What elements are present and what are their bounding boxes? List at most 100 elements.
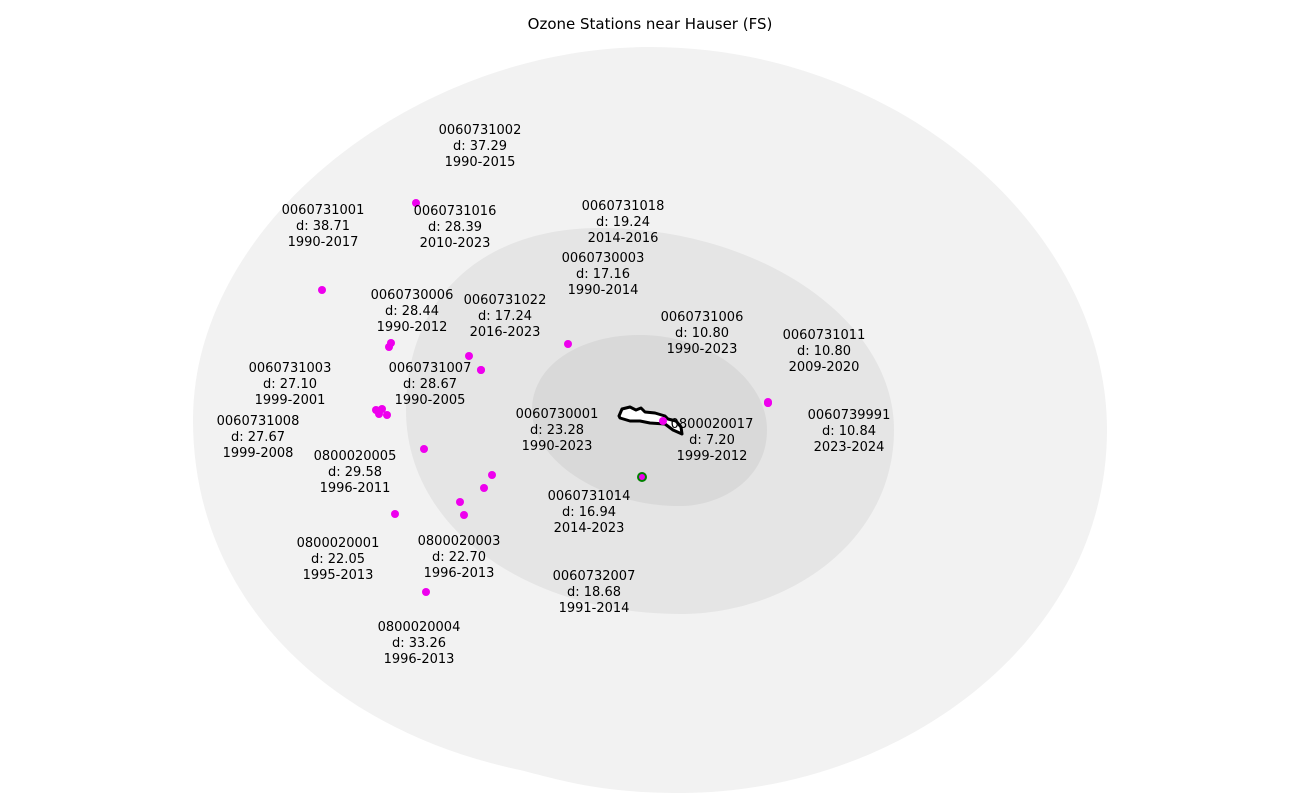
station-years: 2010-2023	[420, 236, 491, 251]
station-label: 0060731001 d: 38.71 1990-2017	[282, 203, 365, 250]
station-label: 0800020001 d: 22.05 1995-2013	[297, 536, 380, 583]
station-label: 0060731018 d: 19.24 2014-2016	[582, 199, 665, 246]
station-distance: d: 17.16	[576, 267, 630, 282]
station-label: 0060730001 d: 23.28 1990-2023	[516, 407, 599, 454]
station-marker	[318, 286, 326, 294]
station-distance: d: 19.24	[596, 215, 650, 230]
station-label: 0060731022 d: 17.24 2016-2023	[464, 293, 547, 340]
station-marker	[422, 588, 430, 596]
station-marker	[385, 343, 393, 351]
station-years: 1990-2012	[377, 320, 448, 335]
station-marker	[412, 199, 420, 207]
station-label: 0060731003 d: 27.10 1999-2001	[249, 361, 332, 408]
station-marker	[480, 484, 488, 492]
station-years: 2014-2016	[588, 231, 659, 246]
station-distance: d: 37.29	[453, 139, 507, 154]
station-label: 0060732007 d: 18.68 1991-2014	[553, 569, 636, 616]
station-marker	[477, 366, 485, 374]
station-label: 0800020004 d: 33.26 1996-2013	[378, 620, 461, 667]
station-label: 0060739991 d: 10.84 2023-2024	[808, 408, 891, 455]
station-marker	[637, 472, 647, 482]
station-id: 0800020004	[378, 620, 461, 635]
station-id: 0060731011	[783, 328, 866, 343]
station-id: 0060731008	[217, 414, 300, 429]
station-id: 0060731003	[249, 361, 332, 376]
station-distance: d: 27.10	[263, 377, 317, 392]
station-marker	[391, 510, 399, 518]
station-marker	[383, 411, 391, 419]
station-years: 1999-2001	[255, 393, 326, 408]
station-marker	[456, 498, 464, 506]
station-years: 1999-2008	[223, 446, 294, 461]
station-id: 0800020003	[418, 534, 501, 549]
hauser-boundary	[617, 405, 684, 436]
station-id: 0060731007	[389, 361, 472, 376]
station-id: 0060731016	[414, 204, 497, 219]
station-distance: d: 10.80	[797, 344, 851, 359]
station-id: 0060731018	[582, 199, 665, 214]
station-label: 0800020003 d: 22.70 1996-2013	[418, 534, 501, 581]
station-distance: d: 7.20	[689, 433, 735, 448]
station-label: 0060730003 d: 17.16 1990-2014	[562, 251, 645, 298]
station-distance: d: 22.70	[432, 550, 486, 565]
station-id: 0060730001	[516, 407, 599, 422]
station-distance: d: 38.71	[296, 219, 350, 234]
station-years: 1990-2014	[568, 283, 639, 298]
station-id: 0800020001	[297, 536, 380, 551]
station-label: 0060731011 d: 10.80 2009-2020	[783, 328, 866, 375]
station-years: 1990-2015	[445, 155, 516, 170]
station-years: 2009-2020	[789, 360, 860, 375]
station-marker	[460, 511, 468, 519]
station-distance: d: 33.26	[392, 636, 446, 651]
station-marker	[488, 471, 496, 479]
station-label: 0800020005 d: 29.58 1996-2011	[314, 449, 397, 496]
station-years: 2014-2023	[554, 521, 625, 536]
station-id: 0060730003	[562, 251, 645, 266]
station-distance: d: 22.05	[311, 552, 365, 567]
map-title: Ozone Stations near Hauser (FS)	[528, 15, 773, 33]
station-years: 1996-2013	[384, 652, 455, 667]
station-distance: d: 23.28	[530, 423, 584, 438]
station-id: 0800020005	[314, 449, 397, 464]
station-label: 0060731016 d: 28.39 2010-2023	[414, 204, 497, 251]
station-distance: d: 17.24	[478, 309, 532, 324]
station-distance: d: 28.44	[385, 304, 439, 319]
station-years: 1996-2011	[320, 481, 391, 496]
station-years: 1999-2012	[677, 449, 748, 464]
station-label: 0060731002 d: 37.29 1990-2015	[439, 123, 522, 170]
station-distance: d: 18.68	[567, 585, 621, 600]
station-id: 0060731002	[439, 123, 522, 138]
station-distance: d: 10.84	[822, 424, 876, 439]
station-id: 0060731006	[661, 310, 744, 325]
station-id: 0800020017	[671, 417, 754, 432]
station-label: 0060731008 d: 27.67 1999-2008	[217, 414, 300, 461]
station-distance: d: 29.58	[328, 465, 382, 480]
station-years: 1995-2013	[303, 568, 374, 583]
station-years: 2023-2024	[814, 440, 885, 455]
station-id: 0060731001	[282, 203, 365, 218]
station-marker	[378, 405, 386, 413]
station-label: 0800020017 d: 7.20 1999-2012	[671, 417, 754, 464]
station-years: 1990-2023	[522, 439, 593, 454]
station-id: 0060731022	[464, 293, 547, 308]
station-label: 0060731014 d: 16.94 2014-2023	[548, 489, 631, 536]
station-distance: d: 10.80	[675, 326, 729, 341]
station-label: 0060731007 d: 28.67 1990-2005	[389, 361, 472, 408]
station-id: 0060731014	[548, 489, 631, 504]
station-years: 1990-2017	[288, 235, 359, 250]
station-distance: d: 28.67	[403, 377, 457, 392]
station-label: 0060731006 d: 10.80 1990-2023	[661, 310, 744, 357]
station-years: 1990-2023	[667, 342, 738, 357]
station-marker	[372, 406, 380, 414]
station-points	[318, 199, 772, 596]
station-marker	[659, 417, 667, 425]
station-years: 1996-2013	[424, 566, 495, 581]
station-years: 1990-2005	[395, 393, 466, 408]
station-distance: d: 27.67	[231, 430, 285, 445]
station-marker	[564, 340, 572, 348]
station-label: 0060730006 d: 28.44 1990-2012	[371, 288, 454, 335]
station-id: 0060732007	[553, 569, 636, 584]
station-marker	[764, 399, 772, 407]
